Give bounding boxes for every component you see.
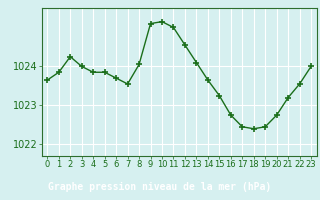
Text: Graphe pression niveau de la mer (hPa): Graphe pression niveau de la mer (hPa) (48, 182, 272, 192)
